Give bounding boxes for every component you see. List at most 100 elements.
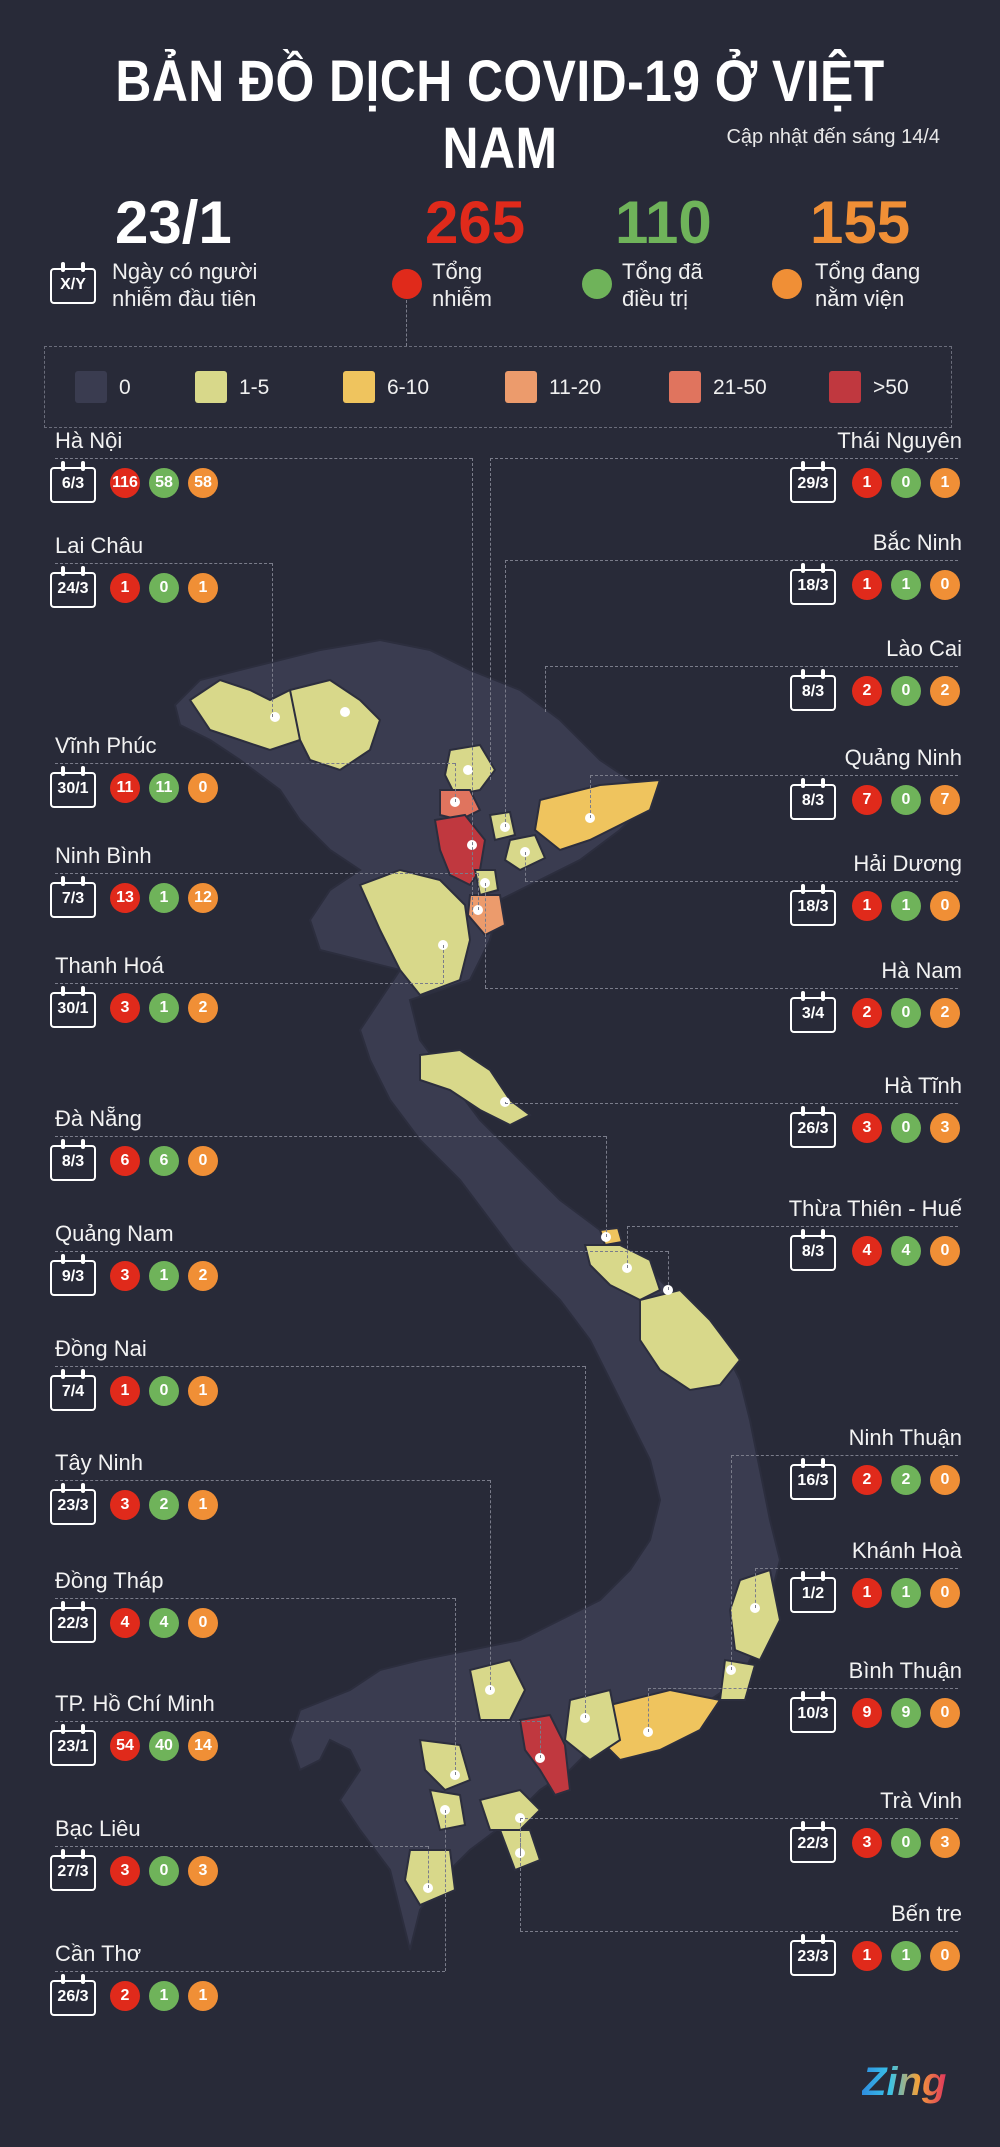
province-name-vinh-phuc: Vĩnh Phúc: [55, 733, 157, 758]
connector-line-thua-thien-hue: [627, 1226, 958, 1227]
updated-date: Cập nhật đến sáng 14/4: [726, 126, 940, 148]
infected-badge-lai-chau: 1: [110, 573, 140, 603]
infected-badge-hai-duong: 1: [852, 891, 882, 921]
connector-vertical-quang-ninh: [590, 775, 591, 818]
date-calendar-ha-tinh: 26/3: [790, 1106, 836, 1148]
hospital-badge-ninh-binh: 12: [188, 883, 218, 913]
calendar-icon: X/Y: [50, 262, 96, 304]
infected-badge-lao-cai: 2: [852, 676, 882, 706]
province-name-ha-nam: Hà Nam: [881, 958, 962, 983]
hospital-badge-quang-nam: 2: [188, 1261, 218, 1291]
connector-vertical-ha-noi: [472, 458, 473, 915]
connector-line-thai-nguyen: [490, 458, 958, 459]
recovered-badge-khanh-hoa: 1: [891, 1578, 921, 1608]
province-name-dong-thap: Đồng Tháp: [55, 1568, 164, 1593]
infected-badge-ben-tre: 1: [852, 1941, 882, 1971]
connector-line-ninh-thuan: [731, 1455, 958, 1456]
date-calendar-thai-nguyen: 29/3: [790, 461, 836, 503]
date-calendar-lai-chau: 24/3: [50, 566, 96, 608]
connector-line-lai-chau: [55, 563, 272, 564]
province-name-lao-cai: Lào Cai: [886, 636, 962, 661]
date-calendar-da-nang: 8/3: [50, 1139, 96, 1181]
hospital-badge-lao-cai: 2: [930, 676, 960, 706]
date-calendar-quang-nam: 9/3: [50, 1254, 96, 1296]
connector-vertical-quang-nam: [668, 1251, 669, 1290]
infected-badge-vinh-phuc: 11: [110, 773, 140, 803]
connector-vertical-ninh-thuan: [731, 1455, 732, 1670]
province-name-tp-ho-chi-minh: TP. Hồ Chí Minh: [55, 1691, 215, 1716]
region-dong-nai: [563, 1688, 622, 1762]
legend-swatch-5: [829, 371, 861, 403]
total-recovered-label: Tổng đã điều trị: [622, 259, 703, 311]
connector-line-tp-ho-chi-minh: [55, 1721, 540, 1722]
date-calendar-tra-vinh: 22/3: [790, 1821, 836, 1863]
infected-badge-da-nang: 6: [110, 1146, 140, 1176]
infected-badge-tay-ninh: 3: [110, 1490, 140, 1520]
hospital-badge-thai-nguyen: 1: [930, 468, 960, 498]
hospital-badge-ben-tre: 0: [930, 1941, 960, 1971]
hospital-badge-dong-thap: 0: [188, 1608, 218, 1638]
connector-line-thanh-hoa: [55, 983, 443, 984]
date-calendar-thanh-hoa: 30/1: [50, 986, 96, 1028]
connector-line-quang-ninh: [590, 775, 958, 776]
legend-label-3: 11-20: [549, 376, 602, 399]
recovered-badge-ha-nam: 0: [891, 998, 921, 1028]
hospital-badge-thua-thien-hue: 0: [930, 1236, 960, 1266]
connector-line-lao-cai: [545, 666, 958, 667]
connector-line-bac-lieu: [55, 1846, 428, 1847]
region-thanh-hoa: [358, 868, 472, 997]
connector-vertical-can-tho: [445, 1810, 446, 1971]
connector-vertical-khanh-hoa: [755, 1568, 756, 1608]
region-lao-cai: [288, 678, 382, 772]
connector-line-ha-tinh: [505, 1103, 958, 1104]
date-calendar-quang-ninh: 8/3: [790, 778, 836, 820]
total-infected: 265: [425, 189, 526, 256]
hospital-badge-khanh-hoa: 0: [930, 1578, 960, 1608]
legend-label-2: 6-10: [387, 376, 430, 399]
connector-line-ben-tre: [520, 1931, 958, 1932]
recovered-badge-dong-thap: 4: [149, 1608, 179, 1638]
recovered-badge-lao-cai: 0: [891, 676, 921, 706]
infected-badge-bac-ninh: 1: [852, 570, 882, 600]
infected-badge-ninh-thuan: 2: [852, 1465, 882, 1495]
infected-badge-quang-nam: 3: [110, 1261, 140, 1291]
province-name-thai-nguyen: Thái Nguyên: [837, 428, 962, 453]
hospital-badge-hai-duong: 0: [930, 891, 960, 921]
recovered-badge-ninh-binh: 1: [149, 883, 179, 913]
hospital-badge-lai-chau: 1: [188, 573, 218, 603]
connector-vertical-vinh-phuc: [455, 763, 456, 802]
connector-line-can-tho: [55, 1971, 445, 1972]
hospital-badge-quang-ninh: 7: [930, 785, 960, 815]
date-calendar-binh-thuan: 10/3: [790, 1691, 836, 1733]
recovered-badge-thua-thien-hue: 4: [891, 1236, 921, 1266]
province-name-da-nang: Đà Nẵng: [55, 1106, 142, 1131]
province-name-can-tho: Cần Thơ: [55, 1941, 142, 1966]
infected-badge-dong-thap: 4: [110, 1608, 140, 1638]
infected-badge-tp-ho-chi-minh: 54: [110, 1731, 140, 1761]
connector-vertical-dong-nai: [585, 1366, 586, 1718]
recovered-dot-icon: [582, 269, 612, 299]
province-name-quang-nam: Quảng Nam: [55, 1221, 174, 1246]
date-calendar-dong-nai: 7/4: [50, 1369, 96, 1411]
connector-vertical-thua-thien-hue: [627, 1226, 628, 1268]
region-ninh-thuan: [718, 1658, 757, 1701]
hospital-badge-vinh-phuc: 0: [188, 773, 218, 803]
province-name-dong-nai: Đồng Nai: [55, 1336, 147, 1361]
infected-badge-khanh-hoa: 1: [852, 1578, 882, 1608]
connector-vertical-dong-thap: [455, 1598, 456, 1775]
hospital-badge-ha-tinh: 3: [930, 1113, 960, 1143]
infected-badge-ha-noi: 116: [110, 468, 140, 498]
infected-badge-binh-thuan: 9: [852, 1698, 882, 1728]
connector-line-da-nang: [55, 1136, 606, 1137]
legend-swatch-4: [669, 371, 701, 403]
connector-line-tay-ninh: [55, 1480, 490, 1481]
total-hospital: 155: [810, 189, 911, 256]
infected-badge-ninh-binh: 13: [110, 883, 140, 913]
recovered-badge-tay-ninh: 2: [149, 1490, 179, 1520]
hospital-badge-da-nang: 0: [188, 1146, 218, 1176]
province-name-tay-ninh: Tây Ninh: [55, 1450, 144, 1475]
legend-swatch-1: [195, 371, 227, 403]
region-tay-ninh: [468, 1658, 527, 1721]
hospital-badge-ha-noi: 58: [188, 468, 218, 498]
